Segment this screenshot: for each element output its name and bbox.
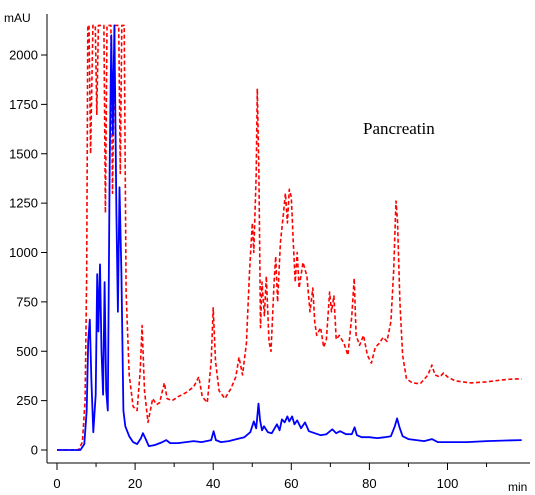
plot-series	[57, 24, 522, 451]
y-ticks: 0 250 500 750 1000 1250 1500 1750 2000	[9, 48, 47, 458]
x-axis-unit-label: min	[508, 480, 527, 494]
y-tick-label: 1500	[9, 146, 38, 161]
chart-annotation: Pancreatin	[363, 119, 435, 138]
x-ticks: 0 20 40 60 80 100	[53, 463, 488, 491]
x-tick-label: 80	[362, 476, 376, 491]
x-tick-label: 0	[53, 476, 60, 491]
series-line-1	[57, 24, 522, 451]
x-tick-label: 100	[437, 476, 459, 491]
y-axis-unit-label: mAU	[4, 11, 31, 25]
y-tick-label: 0	[31, 443, 38, 458]
y-tick-label: 500	[16, 344, 38, 359]
x-tick-label: 40	[206, 476, 220, 491]
series-line-2	[57, 24, 522, 451]
y-tick-label: 250	[16, 393, 38, 408]
y-tick-label: 2000	[9, 48, 38, 63]
y-tick-label: 1250	[9, 196, 38, 211]
x-tick-label: 60	[284, 476, 298, 491]
y-tick-label: 1750	[9, 97, 38, 112]
y-tick-label: 750	[16, 294, 38, 309]
y-tick-label: 1000	[9, 245, 38, 260]
x-tick-label: 20	[128, 476, 142, 491]
